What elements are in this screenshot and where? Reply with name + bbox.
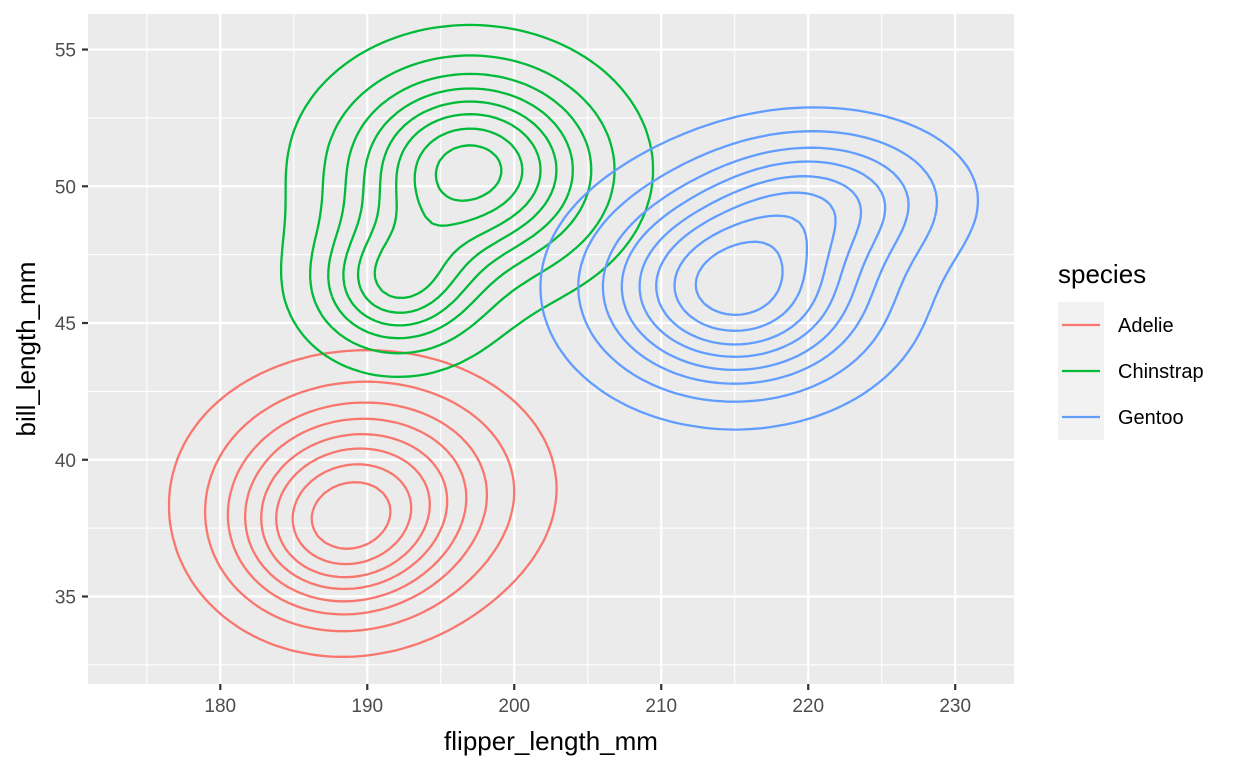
- contour-group-chinstrap: [279, 23, 655, 379]
- x-tick-label: 220: [792, 696, 824, 717]
- y-tick-label: 35: [55, 587, 76, 608]
- contour-line-gentoo: [694, 240, 784, 317]
- contour-line-chinstrap: [279, 23, 655, 379]
- x-tick-label: 210: [645, 696, 677, 717]
- x-axis: 180 190 200 210 220 230: [204, 684, 971, 717]
- x-tick-label: 200: [498, 696, 530, 717]
- x-tick-label: 180: [204, 696, 236, 717]
- contour-line-chinstrap: [309, 54, 616, 355]
- x-tick-label: 190: [351, 696, 383, 717]
- contour-line-chinstrap: [413, 127, 524, 227]
- contour-line-chinstrap: [373, 113, 542, 300]
- contour-line-chinstrap: [342, 87, 574, 327]
- contour-line-gentoo: [638, 175, 863, 358]
- contour-line-adelie: [226, 401, 489, 616]
- contour-layer: [167, 23, 980, 658]
- contour-line-gentoo: [539, 106, 980, 431]
- contour-line-gentoo: [601, 146, 910, 385]
- y-tick-label: 45: [55, 314, 76, 335]
- contour-line-gentoo: [673, 214, 809, 332]
- y-axis-title: bill_length_mm: [11, 262, 41, 437]
- contour-line-adelie: [243, 417, 468, 603]
- contour-line-gentoo: [620, 160, 887, 372]
- contour-line-adelie: [167, 348, 558, 658]
- contour-line-adelie: [260, 432, 449, 591]
- contour-line-adelie: [291, 463, 413, 566]
- x-axis-title: flipper_length_mm: [444, 726, 658, 756]
- contour-group-gentoo: [539, 106, 980, 431]
- y-tick-label: 50: [55, 177, 76, 198]
- contour-line-gentoo: [577, 130, 939, 403]
- minor-grid: [88, 14, 1014, 684]
- contour-line-adelie: [310, 481, 392, 550]
- contour-line-chinstrap: [356, 100, 558, 314]
- contour-line-chinstrap: [434, 144, 503, 202]
- x-tick-label: 230: [939, 696, 971, 717]
- legend-label-gentoo: Gentoo: [1118, 407, 1184, 429]
- contour-line-adelie: [203, 380, 516, 633]
- contour-line-chinstrap: [327, 72, 593, 340]
- panel-background: [88, 14, 1014, 684]
- y-axis: 35 40 45 50 55: [55, 41, 88, 608]
- y-tick-label: 40: [55, 451, 76, 472]
- legend-label-adelie: Adelie: [1118, 315, 1174, 337]
- contour-line-gentoo: [655, 191, 837, 346]
- contour-line-adelie: [275, 447, 431, 579]
- contour-group-adelie: [167, 348, 558, 658]
- legend-title: species: [1058, 259, 1146, 289]
- y-tick-label: 55: [55, 41, 76, 62]
- legend-label-chinstrap: Chinstrap: [1118, 361, 1204, 383]
- legend: species Adelie Chinstrap Gentoo: [1058, 259, 1204, 440]
